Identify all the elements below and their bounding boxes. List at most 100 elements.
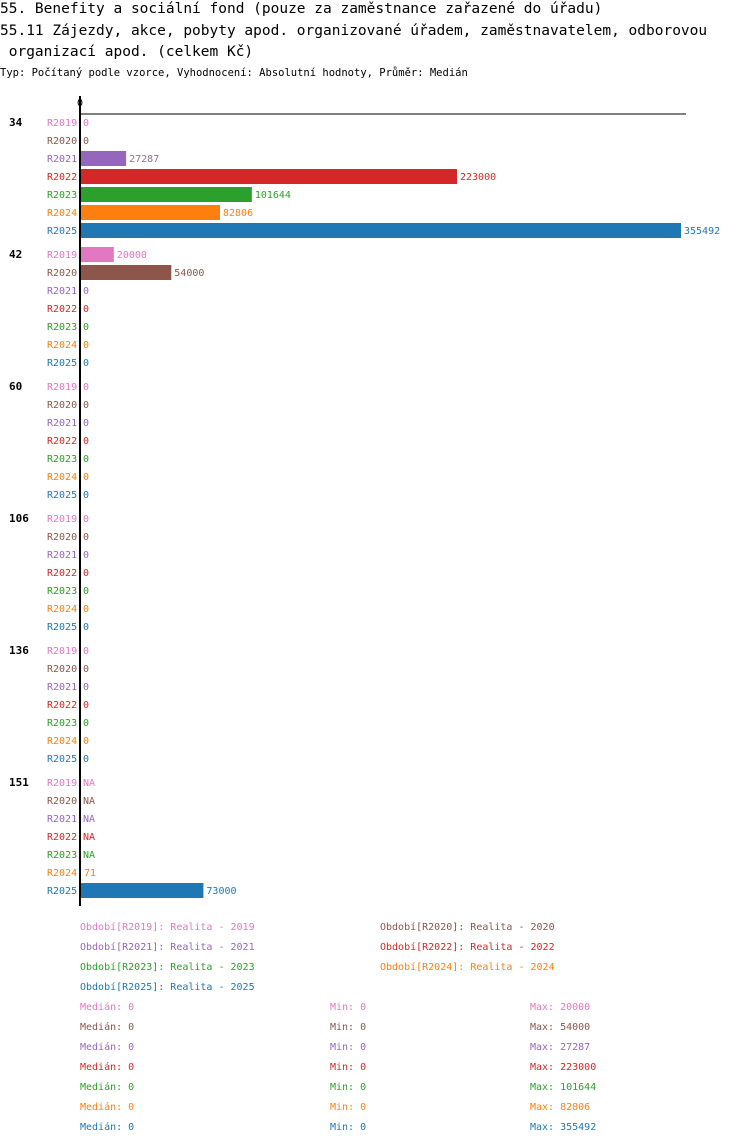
stat-min: Min: 0 bbox=[330, 1082, 367, 1093]
period-label: R2021 bbox=[47, 550, 77, 561]
stat-max: Max: 20000 bbox=[530, 1002, 591, 1013]
legend-item-r2025: Období[R2025]: Realita - 2025 bbox=[80, 982, 255, 993]
chart-subtitle: Typ: Počítaný podle vzorce, Vyhodnocení:… bbox=[0, 67, 468, 79]
period-label: R2023 bbox=[47, 190, 77, 201]
period-label: R2021 bbox=[47, 814, 77, 825]
period-label: R2019 bbox=[47, 250, 77, 261]
period-label: R2019 bbox=[47, 514, 77, 525]
data-label: 0 bbox=[83, 358, 89, 369]
period-label: R2025 bbox=[47, 622, 77, 633]
data-label: 0 bbox=[83, 736, 89, 747]
bar-r2022 bbox=[80, 169, 458, 184]
period-label: R2019 bbox=[47, 118, 77, 129]
period-label: R2023 bbox=[47, 454, 77, 465]
data-label: 0 bbox=[83, 682, 89, 693]
data-label: 355492 bbox=[684, 226, 720, 237]
data-label: 0 bbox=[83, 718, 89, 729]
group-label: 136 bbox=[9, 644, 29, 657]
data-label: 0 bbox=[83, 550, 89, 561]
legend-item-r2024: Období[R2024]: Realita - 2024 bbox=[380, 962, 555, 973]
bar-r2025 bbox=[80, 883, 204, 898]
data-label: 0 bbox=[83, 472, 89, 483]
period-label: R2025 bbox=[47, 754, 77, 765]
stat-max: Max: 54000 bbox=[530, 1022, 591, 1033]
period-label: R2022 bbox=[47, 700, 77, 711]
stat-median: Medián: 0 bbox=[80, 1042, 135, 1053]
data-label: 0 bbox=[83, 382, 89, 393]
bar-r2021 bbox=[80, 151, 127, 166]
stat-min: Min: 0 bbox=[330, 1042, 367, 1053]
legend-item-r2021: Období[R2021]: Realita - 2021 bbox=[80, 942, 255, 953]
data-label: 0 bbox=[83, 454, 89, 465]
period-label: R2021 bbox=[47, 682, 77, 693]
legend-item-r2019: Období[R2019]: Realita - 2019 bbox=[80, 922, 255, 933]
period-label: R2023 bbox=[47, 850, 77, 861]
data-label: 71 bbox=[84, 868, 96, 879]
legend-item-r2022: Období[R2022]: Realita - 2022 bbox=[380, 942, 555, 953]
period-label: R2019 bbox=[47, 646, 77, 657]
period-label: R2020 bbox=[47, 136, 77, 147]
period-label: R2020 bbox=[47, 268, 77, 279]
data-label: 0 bbox=[83, 514, 89, 525]
data-label: 20000 bbox=[117, 250, 147, 261]
stat-min: Min: 0 bbox=[330, 1122, 367, 1133]
data-label: NA bbox=[83, 796, 95, 807]
bar-r2024 bbox=[80, 205, 220, 220]
stat-median: Medián: 0 bbox=[80, 1022, 135, 1033]
period-label: R2020 bbox=[47, 664, 77, 675]
stat-max: Max: 27287 bbox=[530, 1042, 591, 1053]
data-label: 82806 bbox=[223, 208, 253, 219]
period-label: R2022 bbox=[47, 436, 77, 447]
stat-min: Min: 0 bbox=[330, 1022, 367, 1033]
stat-median: Medián: 0 bbox=[80, 1002, 135, 1013]
period-label: R2024 bbox=[47, 736, 77, 747]
period-label: R2024 bbox=[47, 208, 77, 219]
data-label: 54000 bbox=[174, 268, 204, 279]
stat-max: Max: 223000 bbox=[530, 1062, 597, 1073]
data-label: 0 bbox=[83, 136, 89, 147]
chart-title-line-2: 55.11 Zájezdy, akce, pobyty apod. organi… bbox=[0, 23, 708, 39]
data-label: 0 bbox=[83, 322, 89, 333]
period-label: R2024 bbox=[47, 604, 77, 615]
data-label: 0 bbox=[83, 304, 89, 315]
period-label: R2021 bbox=[47, 154, 77, 165]
period-label: R2021 bbox=[47, 286, 77, 297]
stat-median: Medián: 0 bbox=[80, 1102, 135, 1113]
data-label: 0 bbox=[83, 118, 89, 129]
data-label: 0 bbox=[83, 568, 89, 579]
stat-max: Max: 82806 bbox=[530, 1102, 591, 1113]
period-label: R2022 bbox=[47, 568, 77, 579]
period-label: R2022 bbox=[47, 832, 77, 843]
period-label: R2023 bbox=[47, 322, 77, 333]
data-label: NA bbox=[83, 778, 95, 789]
stat-max: Max: 355492 bbox=[530, 1122, 597, 1133]
data-label: 101644 bbox=[255, 190, 291, 201]
period-label: R2022 bbox=[47, 304, 77, 315]
stat-max: Max: 101644 bbox=[530, 1082, 597, 1093]
chart-title-line-3: organizací apod. (celkem Kč) bbox=[0, 44, 254, 60]
data-label: 73000 bbox=[206, 886, 236, 897]
data-label: 0 bbox=[83, 586, 89, 597]
data-label: 0 bbox=[83, 490, 89, 501]
data-label: 0 bbox=[83, 622, 89, 633]
data-label: 0 bbox=[83, 286, 89, 297]
period-label: R2019 bbox=[47, 382, 77, 393]
data-label: 0 bbox=[83, 646, 89, 657]
period-label: R2021 bbox=[47, 418, 77, 429]
period-label: R2020 bbox=[47, 400, 77, 411]
period-label: R2020 bbox=[47, 796, 77, 807]
stat-median: Medián: 0 bbox=[80, 1122, 135, 1133]
data-label: NA bbox=[83, 832, 95, 843]
bar-chart: 0 34 R2019 0 R2020 0 R2021 27287 R2022 223000 R202… bbox=[9, 96, 720, 906]
stat-min: Min: 0 bbox=[330, 1102, 367, 1113]
period-label: R2025 bbox=[47, 226, 77, 237]
period-label: R2023 bbox=[47, 718, 77, 729]
data-label: 0 bbox=[83, 436, 89, 447]
period-label: R2025 bbox=[47, 358, 77, 369]
group-label: 42 bbox=[9, 248, 22, 261]
data-label: 0 bbox=[83, 400, 89, 411]
bar-r2020 bbox=[80, 265, 172, 280]
period-label: R2023 bbox=[47, 586, 77, 597]
bar-r2023 bbox=[80, 187, 252, 202]
period-label: R2019 bbox=[47, 778, 77, 789]
